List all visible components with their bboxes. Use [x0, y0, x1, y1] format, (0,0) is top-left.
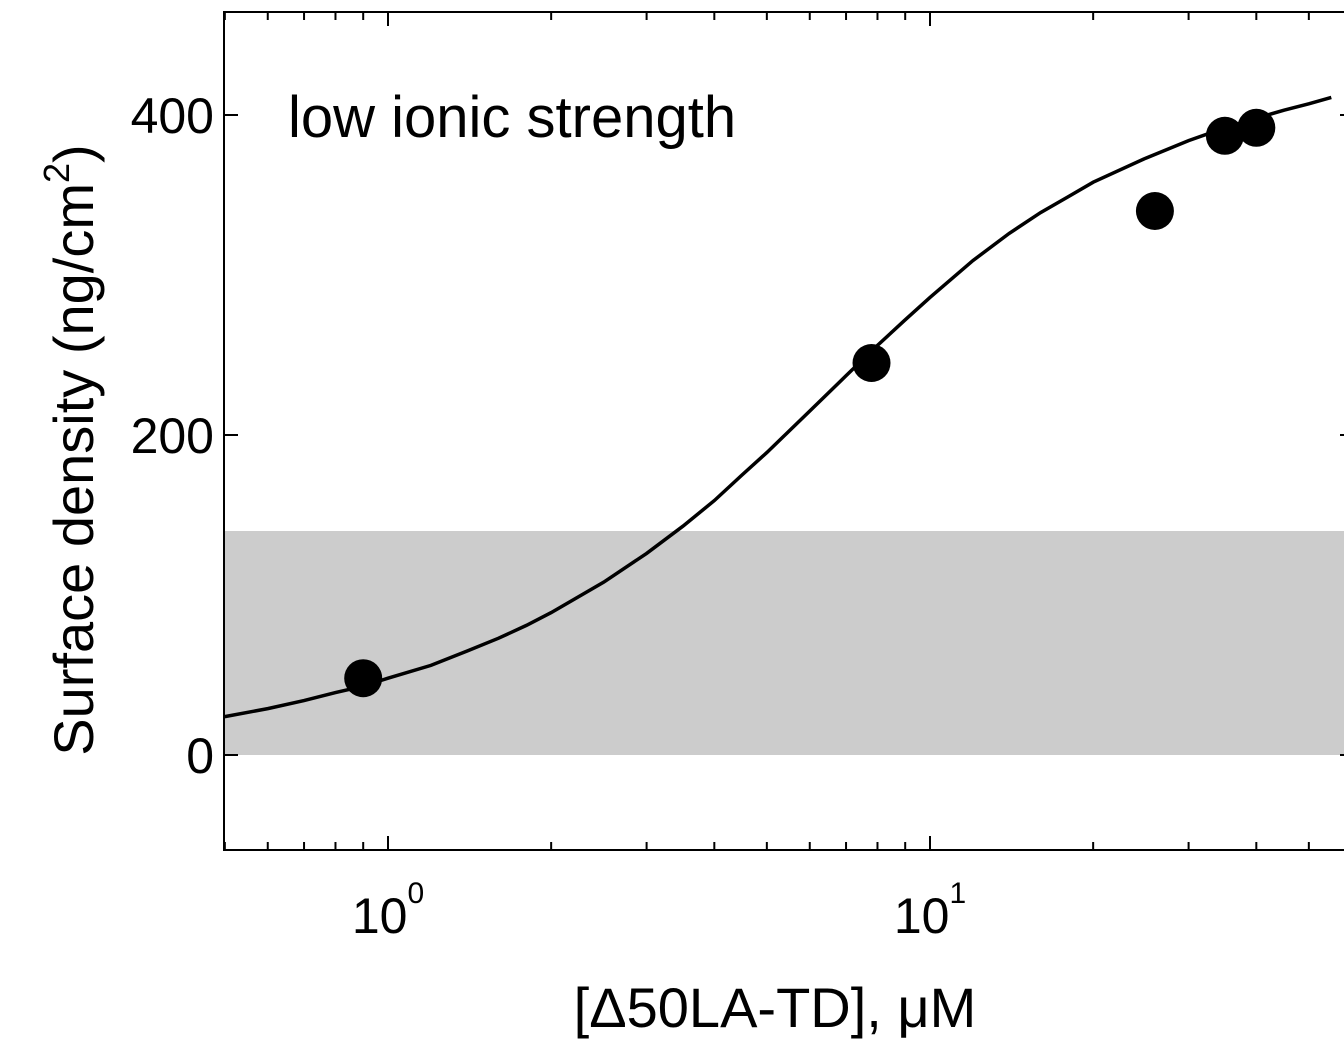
y-axis-label-main: Surface density (ng/cm — [42, 183, 105, 756]
shaded-band — [224, 531, 1344, 755]
fit-curve — [224, 95, 1332, 719]
x-tick-label: 101 — [894, 877, 966, 944]
plot-frame — [223, 11, 1344, 851]
annotation: low ionic strength — [288, 85, 736, 150]
y-tick-label: 0 — [186, 728, 214, 784]
y-ticks: 0 200 400 — [131, 88, 1344, 784]
x-tick-label-exp: 0 — [407, 877, 424, 910]
y-axis-label-close: ) — [42, 144, 105, 163]
y-axis-label-sup: 2 — [36, 163, 77, 183]
x-tick-label-base: 10 — [352, 888, 408, 944]
data-points — [344, 108, 1276, 698]
x-ticks: 100 101 — [223, 12, 1310, 944]
y-axis-label: Surface density (ng/cm2) — [36, 144, 105, 755]
x-axis-label: [Δ50LA-TD], μM — [574, 976, 977, 1039]
data-point — [1237, 108, 1276, 147]
y-tick-label: 400 — [131, 88, 214, 144]
x-tick-label-exp: 1 — [949, 877, 966, 910]
data-point — [1135, 192, 1174, 230]
y-tick-label: 200 — [131, 408, 214, 464]
data-point — [852, 344, 891, 382]
data-point — [1205, 116, 1244, 155]
data-point — [344, 659, 383, 698]
x-tick-label: 100 — [352, 877, 424, 944]
x-tick-label-base: 10 — [894, 888, 950, 944]
